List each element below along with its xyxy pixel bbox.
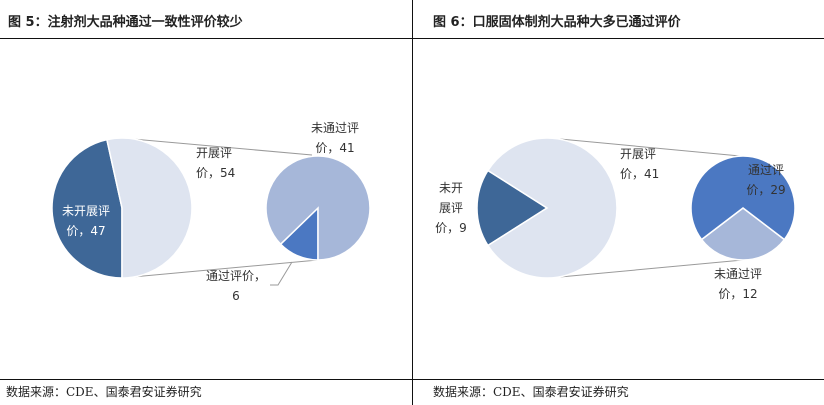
slice-label-started: 开展评 bbox=[620, 147, 656, 161]
slice-label-not-started: 价，9 bbox=[435, 221, 467, 235]
source-note: 数据来源：CDE、国泰君安证券研究 bbox=[6, 385, 202, 399]
pie-slice-not-passed bbox=[700, 207, 786, 261]
connector-line bbox=[559, 138, 741, 157]
pie-slice-not-started bbox=[476, 169, 549, 247]
top-rule bbox=[413, 38, 824, 39]
slice-label-secondary-large: 未通过评 bbox=[311, 121, 359, 135]
bottom-rule bbox=[0, 379, 412, 380]
slice-label-started: 开展评 bbox=[196, 146, 232, 160]
slice-label-secondary-small: 价，12 bbox=[718, 287, 757, 301]
slice-label-not-started: 价，47 bbox=[66, 224, 105, 238]
figure-5-panel: 图 5：注射剂大品种通过一致性评价较少 未开展评价，47 开展评价，54 未通过评价… bbox=[0, 0, 413, 405]
slice-label-not-started: 未开 bbox=[439, 181, 463, 195]
connector-line bbox=[559, 259, 744, 278]
top-rule bbox=[0, 38, 412, 39]
connector-line bbox=[121, 259, 319, 279]
slice-label-secondary-large: 价，41 bbox=[315, 141, 354, 155]
slice-label-secondary-large: 通过评 bbox=[748, 163, 784, 177]
pie-slice-not-passed bbox=[265, 155, 371, 261]
slice-label-not-started: 展评 bbox=[439, 201, 463, 215]
label-leader-line bbox=[270, 261, 293, 286]
slice-label-secondary-large: 价，29 bbox=[746, 183, 785, 197]
slice-label-secondary-small: 通过评价， bbox=[206, 269, 266, 283]
slice-label-started: 价，41 bbox=[620, 167, 659, 181]
connector-line bbox=[121, 137, 313, 156]
pie-slice-started bbox=[105, 137, 193, 279]
pie-slice-not-started bbox=[51, 138, 123, 279]
pie-slice-started bbox=[486, 137, 618, 279]
pie-slice-passed bbox=[690, 155, 796, 241]
slice-label-started: 价，54 bbox=[196, 166, 235, 180]
source-note: 数据来源：CDE、国泰君安证券研究 bbox=[433, 385, 629, 399]
slice-label-secondary-small: 6 bbox=[232, 289, 240, 303]
bottom-rule bbox=[413, 379, 824, 380]
figure-title: 图 6：口服固体制剂大品种大多已通过评价 bbox=[433, 15, 681, 30]
figure-6-panel: 图 6：口服固体制剂大品种大多已通过评价 未开展评价，9 开展评价，41 通过评价，… bbox=[413, 0, 824, 405]
slice-label-not-started: 未开展评 bbox=[62, 204, 110, 218]
figure-title: 图 5：注射剂大品种通过一致性评价较少 bbox=[8, 15, 243, 30]
slice-label-secondary-small: 未通过评 bbox=[714, 267, 762, 281]
